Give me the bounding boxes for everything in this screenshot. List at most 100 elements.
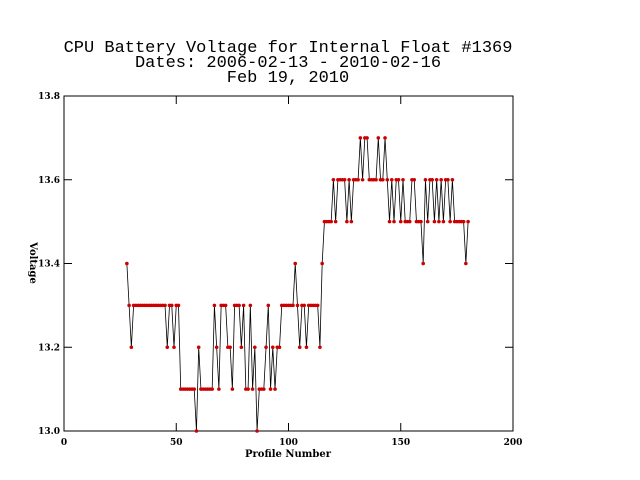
data-point xyxy=(163,303,167,308)
y-axis-label: Voltage xyxy=(27,241,38,284)
data-point xyxy=(421,261,426,266)
x-tick-label: 150 xyxy=(391,438,410,448)
y-tick-label: 13.0 xyxy=(38,427,60,437)
data-point xyxy=(246,387,250,391)
plot-frame xyxy=(63,95,514,432)
data-point xyxy=(356,177,360,182)
data-point xyxy=(349,219,354,224)
data-point xyxy=(268,387,273,391)
data-point xyxy=(439,177,443,182)
data-point xyxy=(255,429,259,433)
data-point xyxy=(392,219,396,224)
data-point xyxy=(295,303,300,308)
data-point xyxy=(266,303,271,308)
data-point xyxy=(432,219,437,224)
data-point xyxy=(297,345,302,350)
data-point xyxy=(165,345,170,350)
data-point xyxy=(293,261,298,266)
data-point xyxy=(217,387,221,391)
data-point xyxy=(389,177,394,182)
data-point xyxy=(383,136,387,140)
data-point xyxy=(331,177,336,182)
data-point xyxy=(380,177,385,182)
data-point xyxy=(228,345,232,350)
data-point xyxy=(264,345,268,350)
data-point xyxy=(241,303,246,308)
data-point xyxy=(127,303,131,308)
data-point xyxy=(169,303,174,308)
data-point xyxy=(291,303,295,308)
data-point xyxy=(318,345,322,350)
chart-title: CPU Battery Voltage for Internal Float #… xyxy=(64,39,513,58)
data-point xyxy=(376,136,381,140)
data-point xyxy=(125,261,129,266)
y-tick-label: 13.8 xyxy=(38,92,60,102)
data-point xyxy=(466,219,470,224)
data-point xyxy=(448,219,452,224)
data-point xyxy=(374,177,378,182)
data-point xyxy=(365,136,369,140)
data-point xyxy=(407,219,412,224)
data-point xyxy=(425,219,430,224)
data-point xyxy=(262,387,266,391)
data-point xyxy=(387,219,392,224)
x-tick-label: 0 xyxy=(61,438,67,448)
data-point xyxy=(270,345,275,350)
y-tick-label: 13.4 xyxy=(38,260,60,270)
data-point xyxy=(223,303,228,308)
x-tick-label: 50 xyxy=(170,438,183,448)
data-line xyxy=(126,137,469,432)
data-point xyxy=(423,177,428,182)
data-point xyxy=(273,387,277,391)
data-point xyxy=(461,219,466,224)
data-point xyxy=(385,177,390,182)
data-point xyxy=(419,219,423,224)
data-point xyxy=(172,345,176,350)
chart-subtitle: Dates: 2006-02-13 - 2010-02-16 xyxy=(135,54,441,73)
data-point xyxy=(450,177,455,182)
data-point xyxy=(320,261,324,266)
data-point xyxy=(253,345,257,350)
data-point xyxy=(230,387,235,391)
data-point xyxy=(302,303,307,308)
data-point xyxy=(345,219,349,224)
data-point xyxy=(437,219,441,224)
data-point xyxy=(396,177,401,182)
data-point xyxy=(237,303,241,308)
chart-subtitle: Feb 19, 2010 xyxy=(227,69,349,88)
data-point xyxy=(342,177,347,182)
data-point xyxy=(360,177,365,182)
data-point xyxy=(129,345,134,350)
data-point xyxy=(430,177,434,182)
data-point xyxy=(196,345,201,350)
data-point xyxy=(248,303,253,308)
data-point xyxy=(239,345,244,350)
data-point xyxy=(194,429,199,433)
y-tick-label: 13.2 xyxy=(38,343,60,353)
data-point xyxy=(329,219,333,224)
x-tick-label: 100 xyxy=(279,438,298,448)
data-point xyxy=(446,177,450,182)
data-point xyxy=(210,387,214,391)
data-point xyxy=(176,303,181,308)
y-tick-label: 13.6 xyxy=(38,176,60,186)
data-point xyxy=(333,219,338,224)
data-point xyxy=(398,219,403,224)
data-point xyxy=(358,136,363,140)
x-tick-label: 200 xyxy=(504,438,523,448)
data-point xyxy=(315,303,320,308)
data-point xyxy=(212,303,217,308)
data-point xyxy=(441,219,446,224)
data-point xyxy=(304,345,309,350)
data-point xyxy=(464,261,468,266)
data-point xyxy=(277,345,282,350)
data-point xyxy=(214,345,219,350)
x-axis-label: Profile Number xyxy=(245,449,332,460)
data-point xyxy=(412,177,417,182)
data-point xyxy=(434,177,439,182)
data-point xyxy=(401,177,405,182)
data-point xyxy=(192,387,197,391)
data-point xyxy=(250,387,255,391)
